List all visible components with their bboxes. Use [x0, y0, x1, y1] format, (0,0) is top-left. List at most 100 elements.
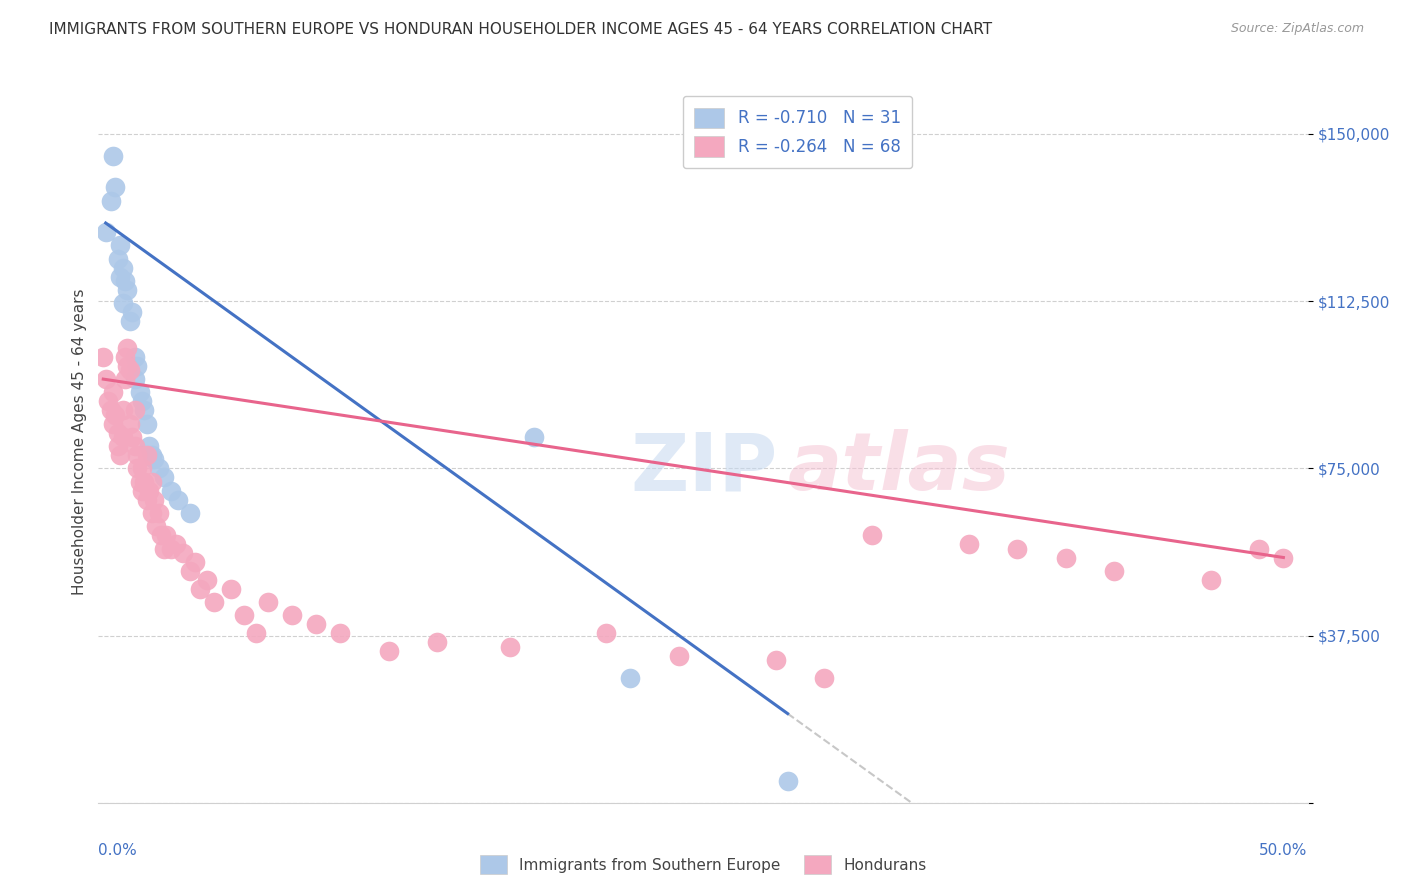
Point [184, 555, 207, 569]
Point [91, 350, 114, 364]
Point [111, 296, 134, 310]
Point [111, 403, 134, 417]
Point [498, 640, 520, 654]
Point [128, 475, 150, 489]
Point [668, 648, 690, 663]
Point [97, 394, 120, 409]
Point [204, 595, 226, 609]
Point [101, 385, 124, 400]
Legend: R = -0.710   N = 31, R = -0.264   N = 68: R = -0.710 N = 31, R = -0.264 N = 68 [682, 95, 912, 169]
Point [131, 394, 153, 409]
Point [131, 483, 153, 498]
Point [765, 653, 787, 667]
Point [94, 372, 117, 386]
Point [188, 582, 211, 596]
Point [167, 492, 190, 507]
Point [145, 519, 167, 533]
Point [160, 483, 183, 498]
Point [595, 626, 617, 640]
Point [124, 350, 146, 364]
Point [138, 483, 160, 498]
Point [118, 314, 141, 328]
Point [1007, 541, 1029, 556]
Point [155, 528, 177, 542]
Point [329, 626, 352, 640]
Point [117, 359, 139, 373]
Point [1249, 541, 1271, 556]
Point [143, 452, 166, 467]
Text: ZIP: ZIP [630, 429, 778, 508]
Point [104, 180, 127, 194]
Point [121, 305, 143, 319]
Point [111, 260, 134, 275]
Point [957, 537, 980, 551]
Point [108, 238, 131, 252]
Point [813, 671, 835, 685]
Point [172, 546, 194, 560]
Point [1272, 550, 1295, 565]
Point [94, 225, 117, 239]
Point [179, 506, 201, 520]
Point [860, 528, 883, 542]
Point [148, 461, 170, 475]
Point [101, 149, 124, 163]
Point [114, 372, 136, 386]
Point [1102, 564, 1125, 578]
Point [135, 492, 157, 507]
Point [141, 448, 163, 462]
Point [127, 448, 149, 462]
Point [100, 194, 122, 208]
Point [134, 403, 156, 417]
Point [179, 564, 201, 578]
Y-axis label: Householder Income Ages 45 - 64 years: Householder Income Ages 45 - 64 years [72, 288, 87, 595]
Point [776, 773, 799, 788]
Point [107, 252, 129, 266]
Point [134, 475, 156, 489]
Point [117, 283, 139, 297]
Point [426, 635, 449, 649]
Point [152, 541, 174, 556]
Point [165, 537, 187, 551]
Point [101, 417, 124, 431]
Point [100, 403, 122, 417]
Text: 0.0%: 0.0% [98, 843, 138, 857]
Text: IMMIGRANTS FROM SOUTHERN EUROPE VS HONDURAN HOUSEHOLDER INCOME AGES 45 - 64 YEAR: IMMIGRANTS FROM SOUTHERN EUROPE VS HONDU… [49, 22, 993, 37]
Point [135, 448, 157, 462]
Point [138, 439, 160, 453]
Point [124, 403, 146, 417]
Point [128, 385, 150, 400]
Point [221, 582, 243, 596]
Point [619, 671, 641, 685]
Point [141, 506, 163, 520]
Point [160, 541, 183, 556]
Point [150, 528, 173, 542]
Point [107, 439, 129, 453]
Point [114, 350, 136, 364]
Point [118, 417, 141, 431]
Point [127, 359, 149, 373]
Legend: Immigrants from Southern Europe, Hondurans: Immigrants from Southern Europe, Hondura… [474, 849, 932, 880]
Point [108, 269, 131, 284]
Text: atlas: atlas [787, 429, 1011, 508]
Point [131, 461, 153, 475]
Point [127, 461, 149, 475]
Point [124, 439, 146, 453]
Point [377, 644, 399, 658]
Point [305, 617, 328, 632]
Point [141, 475, 163, 489]
Point [135, 417, 157, 431]
Text: Source: ZipAtlas.com: Source: ZipAtlas.com [1230, 22, 1364, 36]
Point [104, 408, 127, 422]
Point [124, 372, 146, 386]
Point [121, 430, 143, 444]
Point [118, 363, 141, 377]
Point [195, 573, 218, 587]
Point [523, 430, 546, 444]
Point [143, 492, 166, 507]
Point [107, 425, 129, 440]
Point [148, 506, 170, 520]
Point [281, 608, 304, 623]
Point [1199, 573, 1222, 587]
Point [1054, 550, 1077, 565]
Point [256, 595, 278, 609]
